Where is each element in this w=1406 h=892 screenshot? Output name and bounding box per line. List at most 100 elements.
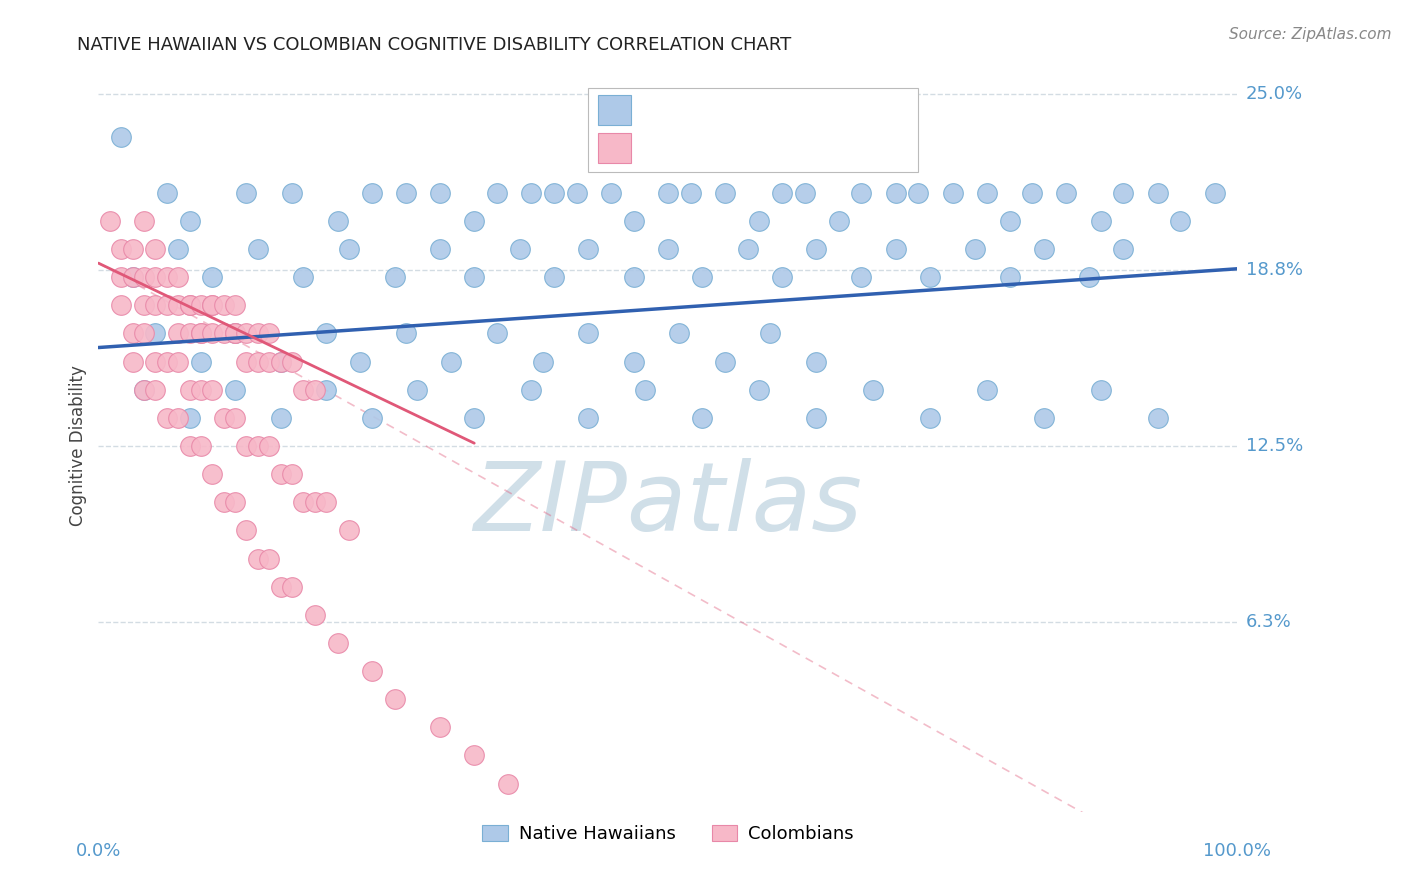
Point [110,129,132,144]
Text: 6.3%: 6.3% [1246,613,1291,631]
Point [942,186,965,200]
Point [156,298,179,312]
Point [543,270,565,285]
Point [190,354,212,368]
Point [1204,186,1226,200]
Point [714,354,737,368]
Point [201,298,224,312]
Point [201,298,224,312]
Point [486,326,509,341]
Point [235,354,257,368]
Point [156,270,179,285]
Point [406,383,429,397]
Point [145,242,167,256]
Point [190,298,212,312]
Point [679,186,702,200]
Point [246,326,269,341]
Point [235,439,257,453]
Point [224,326,246,341]
Point [132,214,155,228]
Point [145,270,167,285]
Point [315,326,337,341]
Legend: Native Hawaiians, Colombians: Native Hawaiians, Colombians [475,818,860,850]
Point [167,410,190,425]
Point [1170,214,1192,228]
Point [167,354,190,368]
Point [770,186,793,200]
Point [132,383,155,397]
Point [110,242,132,256]
Point [315,495,337,509]
Point [235,186,257,200]
Point [576,410,599,425]
Point [145,354,167,368]
Point [463,410,485,425]
Point [292,495,315,509]
Point [281,186,304,200]
Point [281,354,304,368]
Point [486,186,509,200]
Point [167,326,190,341]
Point [224,410,246,425]
Point [167,242,190,256]
Point [1090,214,1112,228]
Point [259,354,281,368]
Point [281,467,304,482]
Point [145,383,167,397]
Point [190,326,212,341]
Point [429,186,451,200]
Point [463,214,485,228]
Point [918,270,941,285]
Point [246,439,269,453]
Point [121,326,143,341]
Point [259,439,281,453]
Point [167,270,190,285]
Point [576,326,599,341]
Point [270,410,292,425]
Point [121,354,143,368]
Point [224,495,246,509]
Point [998,270,1021,285]
Point [121,270,143,285]
Point [1146,186,1168,200]
Point [212,410,235,425]
Point [498,776,520,790]
Point [212,495,235,509]
Point [270,467,292,482]
Text: 0.0%: 0.0% [76,842,121,860]
Point [576,242,599,256]
Point [179,214,201,228]
Point [1032,242,1054,256]
Point [326,214,349,228]
Point [190,383,212,397]
Point [657,186,679,200]
Point [793,186,815,200]
Point [201,326,224,341]
Point [360,410,382,425]
Point [201,270,224,285]
Point [98,214,121,228]
Point [167,298,190,312]
Y-axis label: Cognitive Disability: Cognitive Disability [69,366,87,526]
Point [748,383,770,397]
Point [270,354,292,368]
Point [395,186,418,200]
Point [179,326,201,341]
Point [145,326,167,341]
Point [384,270,406,285]
Point [828,214,851,228]
Point [212,298,235,312]
Point [884,186,907,200]
Point [384,692,406,706]
Point [770,270,793,285]
Point [657,242,679,256]
Point [1090,383,1112,397]
Point [907,186,929,200]
Point [360,664,382,678]
Point [337,242,360,256]
Point [600,186,623,200]
Point [224,326,246,341]
Point [1054,186,1078,200]
Point [179,439,201,453]
Point [531,354,554,368]
